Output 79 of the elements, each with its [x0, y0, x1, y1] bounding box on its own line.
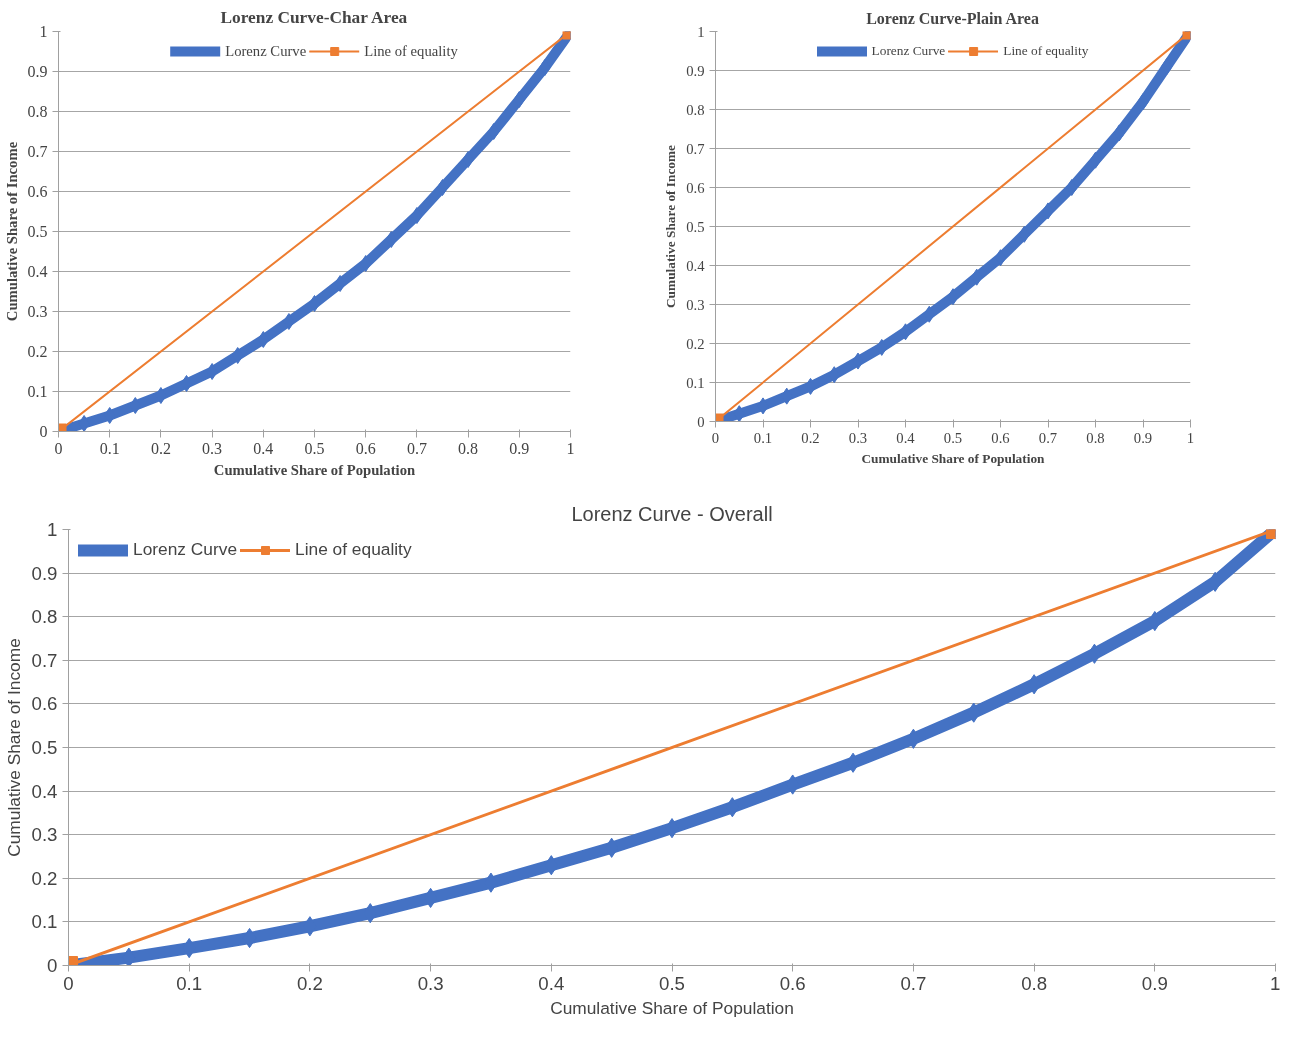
x-tick-label: 0.6	[779, 972, 806, 994]
legend-label: Line of equality	[364, 42, 458, 60]
y-tick-label: 0.4	[31, 780, 58, 802]
y-tick-label: 0.2	[686, 335, 705, 352]
y-tick-label: 0.6	[27, 183, 48, 200]
x-tick-label: 0.4	[538, 972, 565, 994]
x-tick-label: 0.1	[753, 429, 773, 446]
x-tick-label: 1	[1186, 429, 1195, 446]
x-tick-label: 0	[711, 429, 720, 446]
x-tick-label: 0.9	[1133, 429, 1153, 446]
y-tick-label: 0.9	[686, 62, 705, 79]
x-axis-title: Cumulative Share of Population	[213, 461, 416, 478]
x-axis-title: Cumulative Share of Population	[550, 997, 794, 1018]
y-tick-label: 0.4	[27, 263, 48, 280]
legend-label: Lorenz Curve	[133, 539, 238, 560]
x-tick-label: 0.3	[202, 439, 223, 457]
legend-label: Lorenz Curve	[225, 42, 307, 60]
x-tick-label: 0.7	[1038, 429, 1058, 446]
y-tick-label: 0.3	[31, 824, 58, 846]
x-tick-label: 0.1	[176, 972, 203, 994]
legend-label: Line of equality	[1003, 43, 1089, 59]
x-tick-label: 0.8	[1021, 972, 1048, 994]
y-tick-label: 0.2	[31, 867, 58, 889]
y-tick-label: 0.2	[27, 343, 48, 360]
y-tick-label: 0	[697, 413, 705, 430]
x-tick-label: 0.6	[355, 439, 376, 457]
y-tick-label: 0.9	[31, 562, 58, 584]
x-tick-label: 0.2	[296, 972, 323, 994]
x-tick-label: 0.7	[900, 972, 927, 994]
y-tick-label: 1	[47, 519, 58, 540]
x-tick-label: 0.2	[150, 439, 171, 457]
y-tick-label: 0.1	[27, 383, 48, 400]
x-tick-label: 1	[1270, 972, 1281, 994]
y-tick-label: 0	[47, 955, 58, 976]
x-tick-label: 0.5	[943, 429, 963, 446]
x-tick-label: 0.4	[896, 429, 916, 446]
x-tick-label: 0.8	[1086, 429, 1105, 446]
chart-title: Lorenz Curve-Plain Area	[866, 9, 1039, 27]
y-tick-label: 0.8	[31, 606, 58, 628]
y-tick-label: 0.8	[27, 103, 48, 120]
y-tick-label: 0.5	[686, 218, 705, 235]
x-tick-label: 0	[63, 972, 74, 994]
y-tick-label: 0.9	[27, 63, 48, 80]
x-tick-label: 0.7	[406, 439, 427, 457]
y-tick-label: 0.3	[686, 296, 705, 313]
x-tick-label: 1	[566, 439, 575, 457]
x-axis-title: Cumulative Share of Population	[861, 450, 1046, 466]
y-tick-label: 0.3	[27, 303, 48, 320]
y-tick-label: 0.1	[31, 911, 58, 933]
y-tick-label: 0.7	[686, 140, 705, 157]
x-tick-label: 0.8	[458, 439, 479, 457]
y-tick-label: 0.7	[27, 143, 48, 160]
chart-title: Lorenz Curve - Overall	[571, 502, 773, 525]
y-tick-label: 0.1	[686, 374, 705, 391]
x-tick-label: 0.3	[848, 429, 868, 446]
legend-label: Line of equality	[295, 539, 412, 560]
y-tick-label: 0.8	[686, 101, 705, 118]
y-tick-label: 0.6	[31, 693, 58, 715]
chart-title: Lorenz Curve-Char Area	[220, 7, 408, 27]
x-tick-label: 0.5	[659, 972, 685, 994]
x-tick-label: 0.4	[253, 439, 274, 457]
y-tick-label: 1	[697, 23, 705, 40]
y-tick-label: 0.7	[31, 649, 58, 671]
x-tick-label: 0.1	[99, 439, 120, 457]
x-tick-label: 0.9	[509, 439, 530, 457]
x-tick-label: 0.2	[801, 429, 820, 446]
y-tick-label: 1	[39, 23, 48, 40]
y-tick-label: 0.5	[27, 223, 48, 240]
y-tick-label: 0.5	[31, 737, 58, 758]
y-axis-title: Cumulative Share of Income	[3, 141, 20, 322]
x-tick-label: 0.9	[1141, 972, 1168, 994]
y-tick-label: 0.4	[686, 257, 706, 274]
legend-label: Lorenz Curve	[871, 43, 946, 59]
y-axis-title: Cumulative Share of Income	[663, 144, 679, 309]
y-tick-label: 0.6	[686, 179, 705, 196]
x-tick-label: 0.3	[417, 972, 444, 994]
x-tick-label: 0.6	[991, 429, 1010, 446]
y-axis-title: Cumulative Share of Income	[3, 638, 24, 857]
x-tick-label: 0.5	[304, 439, 325, 457]
